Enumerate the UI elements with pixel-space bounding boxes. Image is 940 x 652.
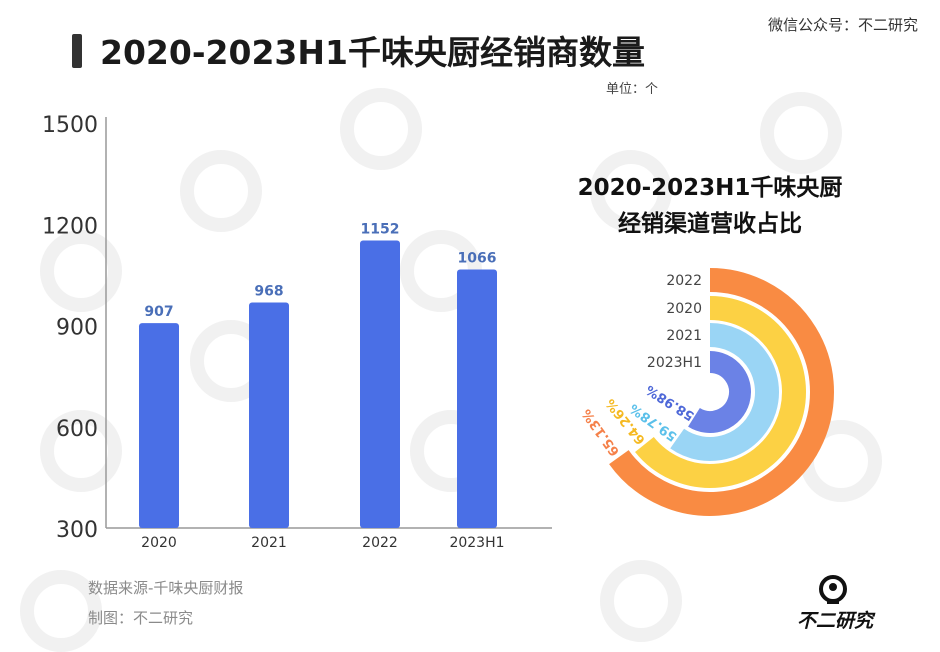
bar-2022 [360,240,400,528]
donut-title: 2020-2023H1千味央厨 经销渠道营收占比 [560,170,860,242]
x-tick-label: 2023H1 [449,535,504,551]
ring-category-label: 2022 [666,273,702,289]
y-tick-label: 300 [56,518,98,543]
donut-title-line-1: 2020-2023H1千味央厨 [577,175,843,201]
bar-2023H1 [457,269,497,528]
donut-title-line-2: 经销渠道营收占比 [618,211,802,237]
ring-category-label: 2021 [666,328,702,344]
ring-2020 [635,296,806,488]
bar-value-label: 1152 [361,221,400,237]
y-tick-label: 600 [56,417,98,442]
bar-value-label: 907 [144,304,173,320]
brand-logo-icon [819,575,847,604]
bar-value-label: 968 [254,284,283,300]
ring-2022 [609,268,834,516]
ring-2023H1 [688,351,751,433]
page-title: 2020-2023H1千味央厨经销商数量 [100,33,645,72]
chart-maker: 制图：不二研究 [88,609,194,627]
ring-2021 [670,323,779,461]
brand-logo: 不二研究 [780,574,900,634]
bar-2021 [249,302,289,528]
brand-logo-text: 不二研究 [796,610,873,632]
bar-2020 [139,323,179,528]
title-accent-bar [72,34,82,68]
unit-label: 单位：个 [606,82,659,97]
ring-category-label: 2023H1 [647,355,702,371]
x-tick-label: 2021 [251,535,287,551]
bar-value-label: 1066 [458,250,497,266]
y-tick-label: 900 [56,316,98,341]
radial-bar-chart: 202265.13%202064.26%202159.78%2023H158.9… [579,268,834,516]
x-tick-label: 2020 [141,535,177,551]
data-source: 数据来源-千味央厨财报 [88,579,244,597]
wechat-account: 微信公众号：不二研究 [767,16,918,34]
y-tick-label: 1200 [42,214,98,239]
x-tick-label: 2022 [362,535,398,551]
ring-category-label: 2020 [666,301,702,317]
y-tick-label: 1500 [42,113,98,138]
